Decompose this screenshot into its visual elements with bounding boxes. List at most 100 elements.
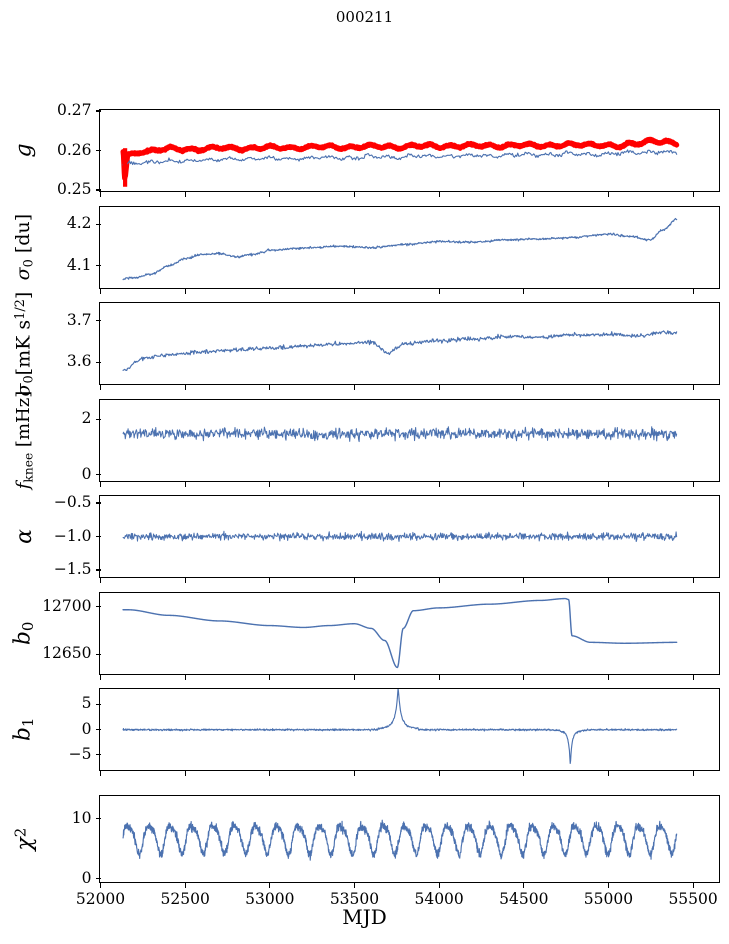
x-tick-mark-gain-3 [353,192,355,197]
y-tick-mark-chi2-1 [95,818,101,820]
x-tick-mark-fknee-0 [99,481,102,487]
x-tick-label-4: 54000 [414,889,464,908]
plot-panel-b1 [99,688,720,771]
x-tick-mark-chi2-6 [607,882,609,888]
x-tick-mark-chi2-2 [269,882,271,888]
x-tick-mark-alpha-4 [438,578,440,583]
x-tick-mark-gain-7 [692,192,694,197]
y-tick-mark-alpha-1 [95,535,101,538]
x-tick-mark-sigma0-mk-5 [523,385,525,390]
x-tick-mark-sigma0-mk-0 [99,385,102,390]
y-tick-label-sigma0-mk-1: 3.7 [66,310,92,329]
x-tick-mark-gain-4 [438,192,440,197]
data-series-sigma0-mk-line [122,330,678,371]
x-tick-mark-b1-4 [438,771,440,776]
x-tick-label-6: 55000 [583,889,634,908]
x-tick-mark-alpha-2 [269,578,271,583]
x-tick-mark-sigma0-du-6 [607,288,609,294]
plot-panel-sigma0-mk [99,302,720,385]
y-tick-label-b1-0: −5 [68,744,92,763]
data-series-alpha-line [122,530,678,543]
data-series-b0-line [122,597,678,668]
x-tick-mark-sigma0-mk-6 [607,385,609,390]
y-axis-label-b1: b1 [10,717,38,742]
x-tick-mark-gain-0 [99,192,102,197]
x-tick-mark-gain-1 [184,192,186,197]
y-tick-mark-fknee-0 [95,473,101,476]
x-tick-mark-fknee-7 [692,481,694,487]
y-tick-mark-b1-0 [95,754,101,756]
data-series-b1-line [122,689,678,764]
x-tick-mark-b0-4 [438,674,440,680]
y-tick-label-gain-2: 0.27 [56,100,92,119]
y-tick-label-sigma0-du-0: 4.1 [66,255,92,274]
data-series-sigma0-du-line [122,217,678,280]
x-tick-mark-b0-2 [269,674,271,680]
y-tick-mark-chi2-0 [95,878,101,880]
x-tick-mark-b0-5 [523,674,525,680]
x-tick-mark-gain-5 [523,192,525,197]
y-tick-label-fknee-0: 0 [81,464,92,483]
y-tick-label-alpha-0: −0.5 [53,493,92,512]
y-axis-label-sigma0-du: σ0 [du] [12,213,37,281]
x-tick-mark-fknee-2 [269,481,271,487]
x-tick-mark-chi2-1 [184,882,186,888]
x-tick-label-3: 53500 [329,889,380,908]
figure-title: 000211 [335,8,394,26]
x-tick-mark-sigma0-mk-2 [269,385,271,390]
x-tick-mark-chi2-0 [99,882,102,888]
y-tick-mark-gain-0 [95,189,101,191]
x-tick-mark-alpha-0 [99,578,102,583]
x-tick-mark-sigma0-du-3 [353,288,355,294]
y-tick-label-b0-1: 12700 [42,596,92,615]
x-tick-mark-b1-2 [269,771,271,776]
y-tick-mark-b0-1 [95,606,101,608]
x-tick-mark-b0-7 [692,674,694,680]
x-tick-mark-b0-6 [607,674,609,680]
x-tick-mark-b0-3 [353,674,355,680]
x-tick-mark-sigma0-du-1 [184,288,186,294]
plot-panel-b0 [99,591,720,675]
x-tick-mark-sigma0-du-7 [692,288,694,294]
x-tick-mark-b1-3 [353,771,355,776]
y-tick-label-fknee-1: 2 [81,409,92,428]
x-tick-mark-sigma0-du-0 [99,288,102,294]
x-tick-mark-gain-6 [607,192,609,197]
y-axis-label-fknee: fknee [mHz] [13,390,36,490]
y-tick-mark-sigma0-du-0 [95,265,101,267]
y-axis-label-chi2: χ2 [10,827,38,851]
x-tick-mark-b0-0 [99,674,102,680]
x-tick-mark-sigma0-du-5 [523,288,525,294]
x-tick-label-7: 55500 [668,889,718,908]
y-tick-mark-sigma0-mk-1 [95,320,101,322]
x-tick-mark-chi2-7 [692,882,694,888]
y-tick-label-sigma0-mk-0: 3.6 [66,352,92,371]
y-tick-mark-b1-1 [95,728,101,731]
data-series-chi2-line [122,819,678,861]
y-tick-mark-gain-1 [95,149,101,152]
x-tick-label-1: 52500 [160,889,210,908]
x-tick-mark-b1-7 [692,771,694,776]
y-tick-label-alpha-2: −1.5 [53,559,92,578]
x-tick-mark-alpha-7 [692,578,694,583]
x-axis-label: MJD [342,905,387,929]
y-tick-label-gain-1: 0.26 [56,140,92,159]
x-tick-mark-b1-5 [523,771,525,776]
x-tick-mark-alpha-1 [184,578,186,583]
x-tick-label-0: 52000 [75,889,126,908]
x-tick-mark-chi2-5 [523,882,525,888]
y-tick-label-b1-2: 5 [81,694,92,713]
plot-panel-alpha [99,495,720,578]
x-tick-label-5: 54500 [499,889,549,908]
y-tick-mark-fknee-1 [95,418,101,420]
x-tick-mark-alpha-3 [353,578,355,583]
x-tick-mark-fknee-5 [523,481,525,487]
y-tick-label-gain-0: 0.25 [56,180,92,199]
x-tick-mark-b1-0 [99,771,102,776]
x-tick-mark-chi2-4 [438,882,440,888]
x-tick-mark-sigma0-mk-4 [438,385,440,390]
x-tick-mark-alpha-6 [607,578,609,583]
y-tick-label-b0-0: 12650 [42,644,92,663]
data-series-fknee-line [122,425,678,442]
x-tick-mark-b1-6 [607,771,609,776]
